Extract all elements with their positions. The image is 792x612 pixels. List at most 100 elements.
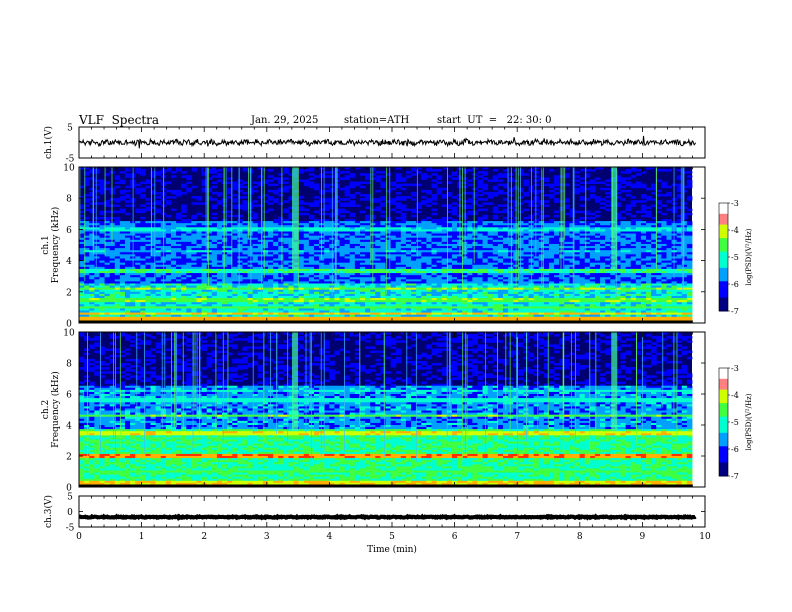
spectrogram-cell bbox=[89, 171, 95, 174]
spectrogram-cell bbox=[196, 227, 202, 230]
spectrogram-cell bbox=[390, 225, 397, 228]
spectrogram-cell bbox=[94, 235, 100, 239]
spectrogram-cell bbox=[446, 271, 453, 274]
spectrogram-cell bbox=[502, 225, 509, 228]
spectrogram-cell bbox=[252, 273, 259, 276]
spectrogram-cell bbox=[124, 175, 131, 178]
spectrogram-cell bbox=[206, 262, 213, 266]
spectrogram-cell bbox=[283, 271, 289, 274]
spectrogram-cell bbox=[630, 248, 637, 251]
spectrogram-cell bbox=[227, 191, 233, 195]
spectrogram-cell bbox=[492, 169, 499, 172]
spectrogram-cell bbox=[349, 231, 356, 234]
spectrogram-cell bbox=[385, 264, 392, 268]
spectrogram-cell bbox=[584, 223, 591, 226]
spectrogram-cell bbox=[201, 243, 208, 247]
spectrogram-cell bbox=[303, 268, 310, 272]
spectrogram-cell bbox=[114, 266, 121, 270]
spectrogram-cell bbox=[436, 227, 443, 230]
spectrogram-cell bbox=[308, 177, 315, 180]
spectrogram-cell bbox=[686, 171, 693, 174]
spectrogram-cell bbox=[640, 266, 647, 270]
spectrogram-cell bbox=[191, 221, 197, 224]
spectrogram-cell bbox=[411, 258, 417, 261]
spectrogram-cell bbox=[145, 279, 151, 282]
spectrogram-cell bbox=[436, 246, 443, 249]
spectrogram-cell bbox=[569, 229, 575, 232]
spectrogram-cell bbox=[635, 252, 642, 255]
spectrogram-cell bbox=[651, 237, 657, 241]
spectrogram-cell bbox=[181, 219, 187, 222]
spectrogram-cell bbox=[518, 173, 524, 176]
spectrogram-cell bbox=[252, 281, 259, 284]
spectrogram-cell bbox=[211, 191, 218, 195]
spectrogram-cell bbox=[334, 283, 340, 286]
spectrogram-cell bbox=[145, 221, 151, 224]
spectrogram-cell bbox=[651, 191, 657, 195]
spectrogram-cell bbox=[145, 246, 151, 249]
spectrogram-cell bbox=[181, 281, 187, 284]
spectrogram-cell bbox=[349, 273, 356, 276]
spectrogram-cell bbox=[640, 262, 647, 266]
spectrogram-cell bbox=[319, 264, 325, 268]
spectrogram-cell bbox=[661, 185, 667, 189]
spectrogram-cell bbox=[477, 223, 483, 226]
spectrogram-cell bbox=[548, 189, 555, 193]
spectrogram-cell bbox=[150, 231, 157, 234]
spectrogram-cell bbox=[436, 273, 443, 276]
spectrogram-cell bbox=[114, 241, 121, 245]
spectrogram-cell bbox=[303, 248, 310, 251]
spectrogram-cell bbox=[548, 264, 555, 268]
spectrogram-cell bbox=[150, 279, 157, 282]
spectrogram-cell bbox=[303, 169, 310, 172]
spectrogram-cell bbox=[666, 225, 672, 228]
spectrogram-cell bbox=[594, 264, 601, 268]
spectrogram-cell bbox=[508, 262, 514, 266]
spectrogram-cell bbox=[349, 227, 356, 230]
spectrogram-cell bbox=[579, 189, 586, 193]
spectrogram-cell bbox=[257, 275, 264, 278]
spectrogram-cell bbox=[242, 268, 248, 272]
spectrogram-cell bbox=[232, 275, 238, 278]
spectrogram-cell bbox=[191, 223, 197, 226]
spectrogram-cell bbox=[324, 223, 330, 226]
spectrogram-cell bbox=[411, 214, 417, 218]
spectrogram-cell bbox=[298, 246, 305, 249]
spectrogram-cell bbox=[135, 167, 141, 170]
spectrogram-cell bbox=[426, 225, 432, 228]
spectrogram-cell bbox=[339, 208, 346, 212]
spectrogram-cell bbox=[227, 235, 233, 239]
spectrogram-cell bbox=[124, 248, 131, 251]
spectrogram-cell bbox=[533, 179, 540, 182]
spectrogram-cell bbox=[237, 227, 243, 230]
spectrogram-cell bbox=[211, 252, 218, 255]
spectrogram-cell bbox=[288, 258, 294, 261]
spectrogram-cell bbox=[298, 260, 305, 264]
spectrogram-cell bbox=[206, 277, 213, 280]
spectrogram-cell bbox=[579, 204, 586, 207]
spectrogram-cell bbox=[651, 233, 657, 237]
spectrogram-cell bbox=[446, 273, 453, 276]
spectrogram-cell bbox=[288, 266, 294, 270]
spectrogram-cell bbox=[339, 235, 346, 239]
spectrogram-cell bbox=[441, 241, 448, 245]
spectrogram-cell bbox=[145, 181, 151, 185]
spectrogram-cell bbox=[319, 173, 325, 176]
spectrogram-cell bbox=[324, 221, 330, 224]
spectrogram-cell bbox=[79, 246, 85, 249]
spectrogram-cell bbox=[273, 275, 279, 278]
spectrogram-cell bbox=[359, 235, 366, 239]
spectrogram-cell bbox=[518, 171, 524, 174]
spectrogram-cell bbox=[211, 169, 218, 172]
spectrogram-cell bbox=[262, 239, 269, 243]
spectrogram-cell bbox=[416, 225, 422, 228]
spectrogram-cell bbox=[579, 262, 586, 266]
spectrogram-cell bbox=[206, 169, 213, 172]
spectrogram-cell bbox=[467, 183, 473, 187]
spectrogram-cell bbox=[365, 212, 371, 216]
spectrogram-cell bbox=[554, 237, 560, 241]
spectrogram-cell bbox=[610, 275, 616, 278]
spectrogram-cell bbox=[211, 268, 218, 272]
spectrogram-cell bbox=[273, 239, 279, 243]
spectrogram-cell bbox=[482, 279, 489, 282]
